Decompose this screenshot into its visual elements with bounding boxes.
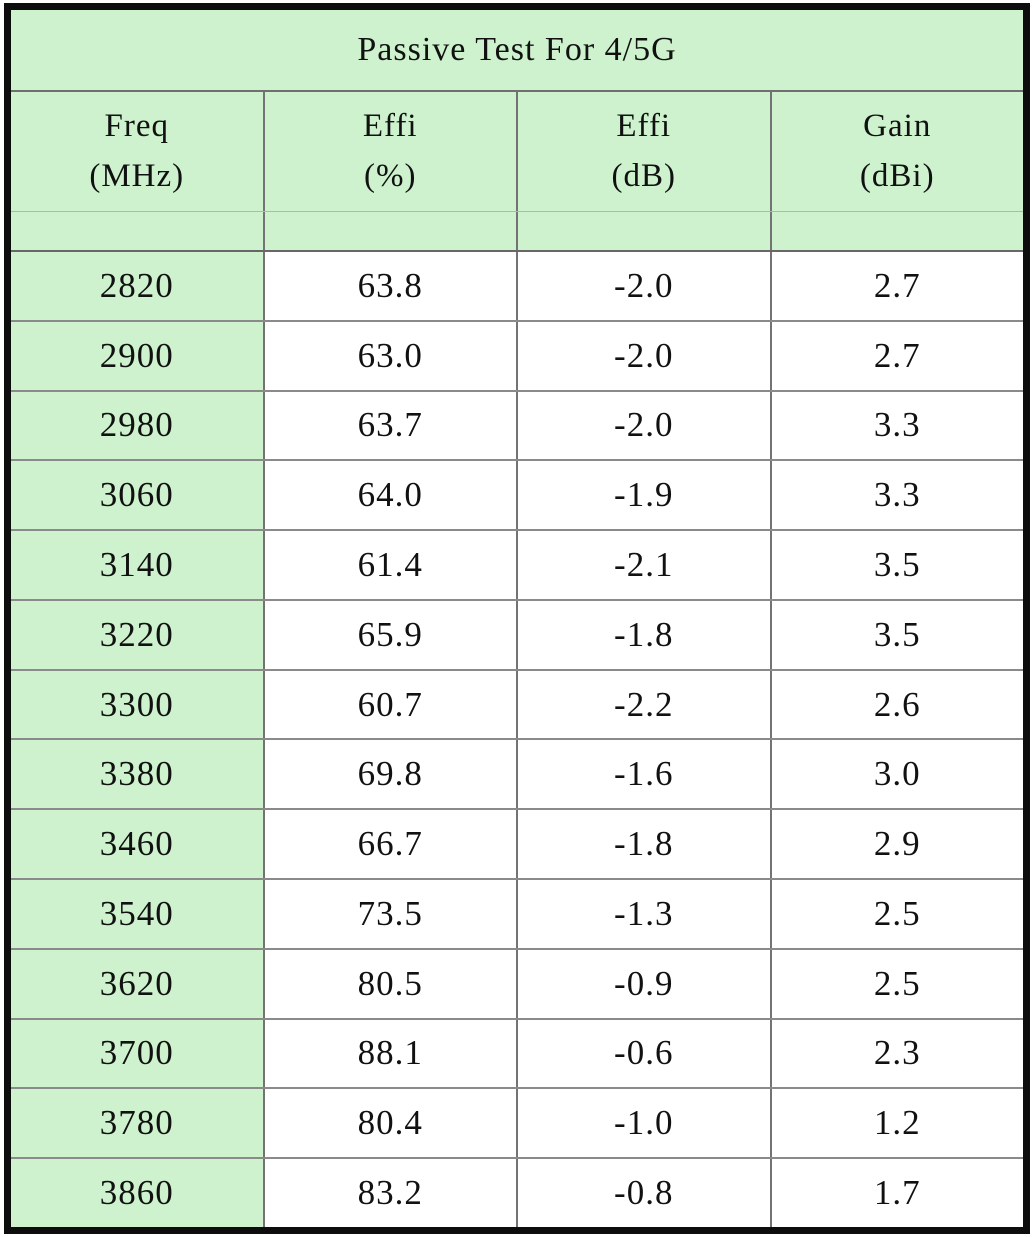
header-unit: (dB) bbox=[611, 157, 676, 194]
spacer-cell bbox=[516, 212, 770, 250]
spacer-cell bbox=[769, 212, 1024, 250]
cell-gain-dbi: 3.5 bbox=[769, 600, 1023, 669]
cell-freq: 2900 bbox=[11, 321, 263, 390]
cell-effi-db: -0.8 bbox=[516, 1159, 770, 1227]
cell-effi-pct: 73.5 bbox=[262, 880, 516, 948]
header-spacer-row bbox=[11, 212, 1023, 252]
cell-effi-pct: 65.9 bbox=[262, 600, 516, 669]
table-row: 3300 60.7 -2.2 2.6 bbox=[11, 670, 1023, 741]
cell-effi-db: -2.2 bbox=[516, 670, 770, 739]
cell-gain-dbi: 2.5 bbox=[769, 880, 1023, 948]
cell-effi-db: -2.0 bbox=[516, 252, 770, 320]
cell-freq: 3060 bbox=[11, 461, 263, 530]
cell-effi-pct: 64.0 bbox=[262, 461, 516, 530]
header-label: Effi bbox=[616, 108, 672, 144]
table-row: 3860 83.2 -0.8 1.7 bbox=[11, 1159, 1023, 1227]
cell-effi-pct: 69.8 bbox=[262, 740, 516, 809]
cell-freq: 3540 bbox=[11, 880, 263, 948]
cell-freq: 3140 bbox=[11, 531, 263, 599]
table-row: 3460 66.7 -1.8 2.9 bbox=[11, 810, 1023, 881]
cell-effi-db: -1.0 bbox=[516, 1089, 770, 1158]
table-body: 2820 63.8 -2.0 2.7 2900 63.0 -2.0 2.7 29… bbox=[11, 252, 1023, 1227]
cell-effi-pct: 66.7 bbox=[262, 810, 516, 879]
table-row: 3220 65.9 -1.8 3.5 bbox=[11, 600, 1023, 671]
table-title: Passive Test For 4/5G bbox=[11, 10, 1023, 92]
cell-effi-db: -2.1 bbox=[516, 531, 770, 599]
table-row: 3540 73.5 -1.3 2.5 bbox=[11, 880, 1023, 950]
cell-effi-pct: 63.8 bbox=[262, 252, 516, 320]
cell-effi-db: -1.8 bbox=[516, 810, 770, 879]
table-row: 3060 64.0 -1.9 3.3 bbox=[11, 461, 1023, 532]
spacer-cell bbox=[11, 212, 263, 250]
cell-freq: 3620 bbox=[11, 949, 263, 1018]
cell-effi-pct: 80.4 bbox=[262, 1089, 516, 1158]
cell-freq: 2980 bbox=[11, 391, 263, 460]
table-row: 3140 61.4 -2.1 3.5 bbox=[11, 531, 1023, 601]
table-row: 3700 88.1 -0.6 2.3 bbox=[11, 1019, 1023, 1090]
header-cell-effi-db: Effi (dB) bbox=[516, 92, 770, 211]
cell-effi-db: -1.9 bbox=[516, 461, 770, 530]
cell-gain-dbi: 2.6 bbox=[769, 670, 1023, 739]
table-row: 2980 63.7 -2.0 3.3 bbox=[11, 391, 1023, 462]
header-label: Effi bbox=[362, 108, 418, 144]
cell-gain-dbi: 3.3 bbox=[769, 391, 1023, 460]
cell-gain-dbi: 3.3 bbox=[769, 461, 1023, 530]
header-cell-gain-dbi: Gain (dBi) bbox=[769, 92, 1024, 211]
cell-effi-db: -1.6 bbox=[516, 740, 770, 809]
cell-effi-pct: 61.4 bbox=[262, 531, 516, 599]
table-row: 2900 63.0 -2.0 2.7 bbox=[11, 321, 1023, 392]
cell-freq: 3860 bbox=[11, 1159, 263, 1227]
cell-freq: 3460 bbox=[11, 810, 263, 879]
spacer-cell bbox=[262, 212, 517, 250]
cell-freq: 3220 bbox=[11, 600, 263, 669]
header-cell-effi-pct: Effi (%) bbox=[262, 92, 517, 211]
header-label: Gain bbox=[863, 108, 932, 144]
cell-gain-dbi: 1.2 bbox=[769, 1089, 1023, 1158]
cell-gain-dbi: 2.9 bbox=[769, 810, 1023, 879]
cell-effi-pct: 83.2 bbox=[262, 1159, 516, 1227]
cell-gain-dbi: 2.7 bbox=[769, 252, 1023, 320]
cell-effi-pct: 60.7 bbox=[262, 670, 516, 739]
table-row: 3780 80.4 -1.0 1.2 bbox=[11, 1089, 1023, 1160]
table-header-row: Freq (MHz) Effi (%) Effi (dB) Gain (dBi) bbox=[11, 92, 1023, 212]
table-row: 3620 80.5 -0.9 2.5 bbox=[11, 949, 1023, 1020]
cell-gain-dbi: 1.7 bbox=[769, 1159, 1023, 1227]
cell-effi-db: -2.0 bbox=[516, 321, 770, 390]
cell-effi-pct: 63.7 bbox=[262, 391, 516, 460]
cell-effi-db: -1.8 bbox=[516, 600, 770, 669]
cell-gain-dbi: 2.7 bbox=[769, 321, 1023, 390]
header-cell-freq: Freq (MHz) bbox=[11, 92, 263, 211]
header-unit: (dBi) bbox=[859, 157, 935, 194]
cell-gain-dbi: 2.5 bbox=[769, 949, 1023, 1018]
header-unit: (MHz) bbox=[89, 157, 185, 194]
cell-effi-db: -2.0 bbox=[516, 391, 770, 460]
cell-gain-dbi: 3.5 bbox=[769, 531, 1023, 599]
cell-effi-db: -1.3 bbox=[516, 880, 770, 948]
header-unit: (%) bbox=[364, 157, 417, 194]
cell-gain-dbi: 3.0 bbox=[769, 740, 1023, 809]
cell-effi-db: -0.9 bbox=[516, 949, 770, 1018]
table-row: 3380 69.8 -1.6 3.0 bbox=[11, 740, 1023, 811]
cell-gain-dbi: 2.3 bbox=[769, 1019, 1023, 1088]
cell-effi-pct: 63.0 bbox=[262, 321, 516, 390]
cell-effi-pct: 88.1 bbox=[262, 1019, 516, 1088]
passive-test-table: Passive Test For 4/5G Freq (MHz) Effi (%… bbox=[4, 3, 1030, 1234]
table-row: 2820 63.8 -2.0 2.7 bbox=[11, 252, 1023, 322]
cell-freq: 2820 bbox=[11, 252, 263, 320]
cell-effi-pct: 80.5 bbox=[262, 949, 516, 1018]
header-label: Freq bbox=[104, 108, 169, 144]
cell-freq: 3300 bbox=[11, 670, 263, 739]
cell-freq: 3780 bbox=[11, 1089, 263, 1158]
cell-freq: 3380 bbox=[11, 740, 263, 809]
cell-effi-db: -0.6 bbox=[516, 1019, 770, 1088]
cell-freq: 3700 bbox=[11, 1019, 263, 1088]
